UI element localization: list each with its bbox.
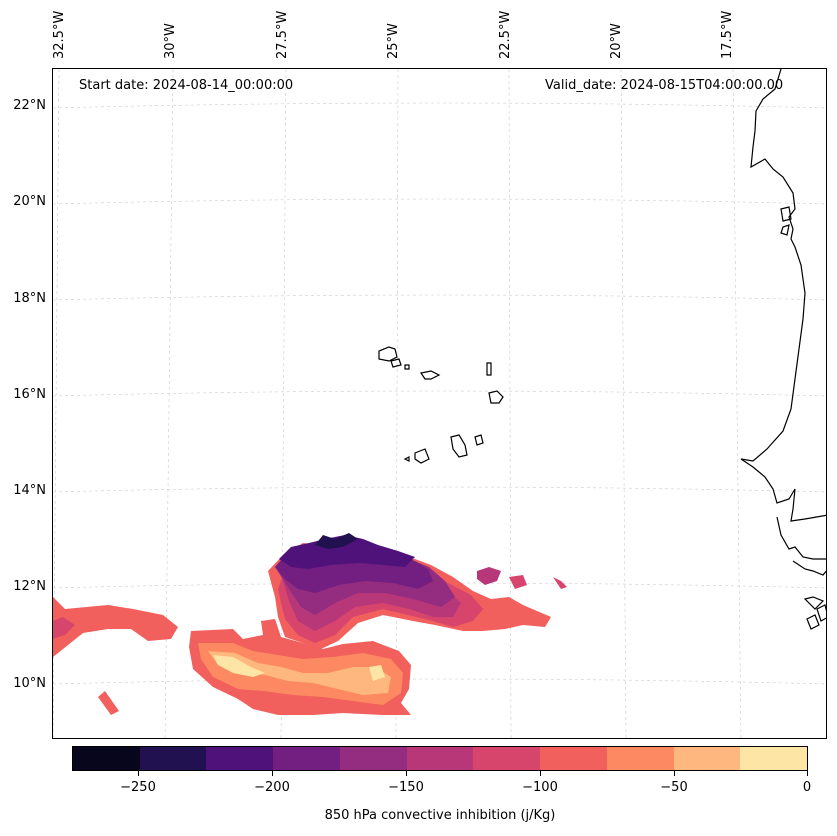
colorbar-segment-5 (406, 747, 474, 770)
colorbar-tick-label: −200 (254, 780, 290, 795)
valid-date-label: Valid_date: 2024-08-15T04:00:00.00 (545, 78, 784, 93)
cin-region-north-level2 (279, 535, 415, 569)
cin-region-south-inner (208, 651, 391, 695)
gridline-lat-22n (53, 102, 826, 109)
gridline-lon-22-5w (508, 69, 512, 738)
island-sandbank-2 (780, 224, 790, 236)
lat-label-18n: 18°N (13, 291, 46, 306)
colorbar-tick (674, 771, 675, 776)
lon-label-30w: 30°W (163, 23, 178, 59)
cin-region-east-patch-2 (509, 575, 527, 589)
africa-coastline-inlet-2 (803, 596, 825, 610)
colorbar-tick-label: −100 (522, 780, 558, 795)
island-sal (486, 362, 492, 376)
island-santiago (450, 434, 468, 458)
island-santo-antao (378, 346, 398, 362)
lon-label-25w: 25°W (386, 23, 401, 59)
colorbar-segment-9 (673, 747, 741, 770)
gridline-lon-25w (395, 69, 399, 738)
island-boa-vista (488, 390, 504, 404)
map-panel (52, 68, 827, 739)
island-santa-luzia (404, 364, 410, 370)
cin-region-north-level1 (315, 533, 358, 549)
cin-region-south-core (213, 655, 265, 677)
lat-label-14n: 14°N (13, 483, 46, 498)
map-canvas (53, 69, 826, 738)
island-sao-nicolau (420, 370, 441, 380)
colorbar-segment-1 (139, 747, 207, 770)
start-date-label: Start date: 2024-08-14_00:00:00 (79, 78, 294, 93)
colorbar-title: 850 hPa convective inhibition (j/Kg) (324, 808, 556, 823)
colorbar-tick (138, 771, 139, 776)
colorbar-segment-3 (273, 747, 340, 770)
island-bissagos (806, 614, 820, 630)
cin-contours (53, 533, 567, 715)
colorbar-tick-label: −250 (120, 780, 156, 795)
colorbar-segment-2 (206, 747, 274, 770)
lat-label-22n: 22°N (13, 98, 46, 113)
colorbar-segment-6 (473, 747, 541, 770)
island-maio (474, 434, 484, 446)
africa-coastline (740, 69, 826, 522)
cin-region-south-core-east (369, 665, 385, 681)
africa-coastline-south (776, 516, 826, 560)
gridline-lon-20w (620, 69, 627, 738)
gridline-lat-10n (53, 678, 826, 685)
colorbar (72, 746, 808, 771)
island-brava (403, 456, 410, 462)
cin-region-west-band (53, 597, 178, 657)
gridline-lat-12n (53, 582, 826, 589)
colorbar-segment-7 (540, 747, 607, 770)
colorbar-tick-label: 0 (802, 780, 812, 795)
lon-label-22-5w: 22.5°W (498, 10, 513, 59)
cin-region-east-patch-3 (553, 577, 567, 589)
gridline-lon-27-5w (280, 69, 287, 738)
lat-label-20n: 20°N (13, 194, 46, 209)
cin-region-west-core (53, 617, 75, 639)
gridline-lat-14n (53, 486, 826, 493)
cin-region-east-patch-1 (477, 567, 501, 585)
island-fogo (414, 448, 430, 464)
island-bissagos-2 (816, 604, 826, 622)
colorbar-tick-label: −50 (660, 780, 688, 795)
coastlines (378, 69, 826, 630)
colorbar-tick (807, 771, 808, 776)
colorbar-tick-label: −150 (388, 780, 424, 795)
lat-label-10n: 10°N (13, 676, 46, 691)
gridline-lat-16n (53, 390, 826, 397)
lat-label-16n: 16°N (13, 387, 46, 402)
gridline-lat-18n (53, 294, 826, 301)
colorbar-segment-8 (606, 747, 674, 770)
cin-region-west-dot (98, 691, 119, 715)
colorbar-segment-10 (740, 747, 808, 770)
colorbar-tick (540, 771, 541, 776)
lat-label-12n: 12°N (13, 579, 46, 594)
africa-coastline-inlet-1 (792, 560, 826, 576)
gridline-lon-17-5w (732, 69, 742, 738)
gridline-lat-20n (53, 198, 826, 205)
island-sao-vicente (390, 358, 402, 368)
colorbar-tick (272, 771, 273, 776)
colorbar-segment-0 (73, 747, 140, 770)
lon-label-32-5w: 32.5°W (52, 10, 67, 59)
lon-label-20w: 20°W (609, 23, 624, 59)
colorbar-tick (406, 771, 407, 776)
lon-label-27-5w: 27.5°W (275, 10, 290, 59)
island-sandbank-1 (780, 206, 792, 222)
colorbar-segment-4 (339, 747, 407, 770)
lon-label-17-5w: 17.5°W (720, 10, 735, 59)
